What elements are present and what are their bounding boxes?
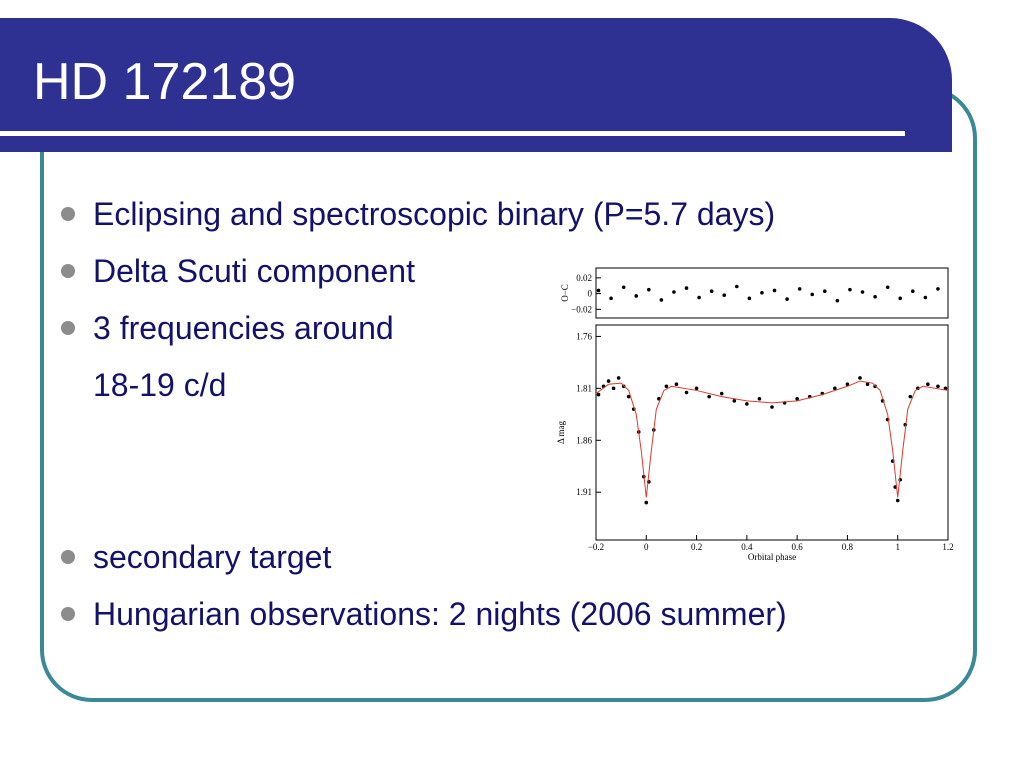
data-point — [747, 296, 752, 301]
y-axis-label: O−C — [560, 284, 570, 302]
data-point — [684, 390, 689, 395]
data-point — [659, 298, 664, 302]
data-point — [634, 294, 639, 298]
x-tick-label: 1.2 — [942, 542, 953, 552]
x-axis-label: Orbital phase — [748, 552, 796, 562]
bullet-dot — [61, 321, 75, 335]
data-point — [664, 384, 669, 389]
data-point — [936, 384, 940, 389]
bullet-text: 3 frequencies around — [93, 310, 394, 346]
y-tick-label: 1.91 — [576, 487, 592, 497]
x-tick-label: 1 — [895, 542, 900, 552]
data-point — [845, 382, 850, 387]
data-point — [621, 285, 626, 290]
data-point — [644, 500, 649, 505]
data-point — [770, 405, 774, 409]
bullet-text: Eclipsing and spectroscopic binary (P=5.… — [93, 196, 775, 232]
data-point — [606, 379, 611, 383]
data-point — [810, 292, 815, 297]
data-point — [626, 394, 631, 399]
data-point — [596, 288, 601, 293]
data-point — [923, 295, 928, 300]
data-point — [785, 297, 789, 301]
data-point — [732, 399, 737, 403]
y-tick-label: 0.02 — [576, 273, 592, 283]
y-tick-label: 1.76 — [576, 331, 592, 341]
data-point — [719, 391, 724, 396]
data-point — [694, 386, 699, 391]
bullet-dot — [61, 207, 75, 221]
data-point — [908, 394, 913, 399]
data-point — [709, 289, 714, 294]
data-point — [797, 287, 802, 291]
data-point — [611, 386, 616, 391]
bullet-dot — [61, 264, 75, 278]
data-point — [684, 286, 689, 290]
data-point — [943, 386, 948, 391]
data-point — [672, 290, 676, 294]
data-point — [795, 396, 799, 401]
data-point — [735, 284, 739, 289]
data-point — [697, 295, 701, 300]
data-point — [722, 293, 727, 297]
data-point — [823, 289, 827, 294]
data-point — [898, 296, 903, 301]
data-point — [895, 498, 900, 503]
data-point — [911, 289, 915, 294]
bullet-text: secondary target — [93, 539, 331, 575]
model-curve — [595, 380, 949, 498]
y-tick-label: −0.02 — [571, 304, 592, 314]
x-tick-label: 0 — [644, 542, 649, 552]
bullet-continuation: 18-19 c/d — [93, 367, 226, 403]
y-tick-label: 1.86 — [576, 435, 592, 445]
data-point — [873, 294, 877, 299]
data-point — [760, 291, 764, 295]
bullets: Eclipsing and spectroscopic binary (P=5.… — [61, 196, 787, 632]
header-rule — [0, 131, 905, 136]
data-point — [926, 382, 930, 387]
title: HD 172189 — [33, 53, 296, 111]
data-point — [674, 382, 679, 387]
data-point — [835, 298, 840, 303]
data-point — [647, 287, 651, 292]
x-tick-label: 0.2 — [691, 542, 702, 552]
data-point — [772, 288, 777, 293]
plot-frame — [595, 324, 949, 541]
figure: 0.02 0 −0.02O−C 1.76 1.81 1.86 1.91 −0.2 0 0.2 0.4… — [556, 273, 954, 562]
data-point — [860, 290, 865, 294]
x-tick-label: 0.4 — [741, 542, 753, 552]
data-point — [865, 382, 870, 387]
x-tick-label: 0.8 — [842, 542, 854, 552]
data-point — [885, 285, 890, 290]
data-point — [707, 394, 711, 399]
plot-frame — [595, 267, 949, 319]
x-tick-label: −0.2 — [588, 542, 604, 552]
bullet-text: Delta Scuti component — [93, 253, 415, 289]
y-tick-label: 0 — [588, 289, 593, 299]
header-bar — [0, 18, 952, 152]
data-point — [745, 402, 749, 406]
data-point — [616, 376, 621, 380]
bullet-dot — [61, 550, 75, 564]
data-point — [936, 287, 940, 291]
data-point — [858, 376, 862, 380]
bullet-text: Hungarian observations: 2 nights (2006 s… — [93, 596, 787, 632]
y-axis-label: Δ mag — [556, 420, 566, 444]
data-point — [833, 386, 837, 391]
data-point — [609, 296, 613, 301]
data-point — [596, 392, 601, 397]
data-point — [757, 396, 762, 401]
y-tick-label: 1.81 — [576, 383, 592, 393]
bullet-dot — [61, 607, 75, 621]
data-point — [848, 287, 852, 292]
x-tick-label: 0.6 — [792, 542, 804, 552]
